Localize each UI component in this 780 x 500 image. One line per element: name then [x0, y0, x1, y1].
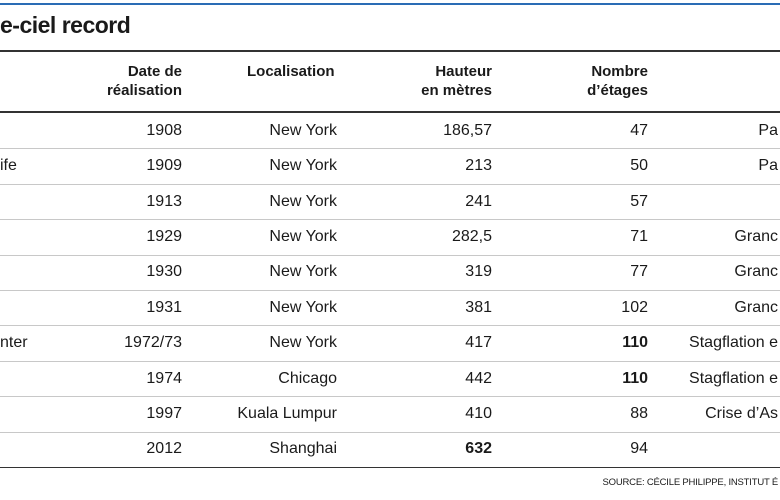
cell-location: New York [269, 334, 337, 352]
cell-height: 417 [465, 334, 492, 352]
cell-location: Shanghai [269, 440, 337, 458]
cell-height: 632 [465, 440, 492, 458]
cell-name: nter [0, 334, 28, 352]
row-rule [0, 290, 780, 291]
cell-date: 2012 [146, 440, 182, 458]
cell-location: New York [269, 192, 337, 210]
row-rule [0, 254, 780, 256]
cell-date: 1931 [146, 298, 182, 316]
cell-location: Kuala Lumpur [237, 404, 337, 422]
cell-context: Granc [734, 263, 778, 281]
cell-floors: 110 [622, 334, 648, 352]
cell-context: Granc [734, 298, 778, 316]
cell-height: 241 [465, 192, 492, 210]
row-rule [0, 431, 780, 433]
cell-name: ife [0, 157, 17, 175]
cell-floors: 102 [621, 298, 648, 316]
cell-floors: 110 [622, 369, 648, 387]
cell-floors: 47 [630, 121, 648, 139]
top-border [0, 3, 780, 5]
cell-location: Chicago [278, 369, 337, 387]
cell-location: New York [269, 298, 337, 316]
cell-location: New York [269, 121, 337, 139]
cell-height: 186,57 [443, 121, 492, 139]
row-rule [0, 396, 780, 398]
cell-context: Granc [734, 227, 778, 245]
cell-location: New York [269, 157, 337, 175]
cell-date: 1930 [146, 263, 182, 281]
cell-context: Stagflation e [689, 334, 778, 352]
row-rule [0, 219, 780, 221]
cell-height: 282,5 [451, 227, 492, 245]
cell-location: New York [269, 227, 337, 245]
cell-context: Stagflation e [689, 369, 778, 387]
cell-height: 319 [465, 263, 492, 281]
row-rule [0, 325, 780, 327]
row-rule [0, 148, 780, 150]
cell-floors: 94 [630, 440, 648, 458]
header-rule [0, 111, 780, 113]
column-header: Nombre d’étages [587, 63, 648, 99]
cell-context: Pa [758, 157, 778, 175]
cell-date: 1913 [146, 192, 182, 210]
source: SOURCE: CÉCILE PHILIPPE, INSTITUT É [602, 477, 779, 488]
cell-date: 1908 [146, 121, 182, 139]
cell-height: 381 [465, 298, 492, 316]
cell-context: Crise d’As [705, 404, 778, 422]
row-rule [0, 183, 780, 185]
cell-date: 1929 [146, 227, 182, 245]
cell-floors: 57 [630, 192, 648, 210]
cell-context: Pa [758, 121, 778, 139]
cell-floors: 88 [630, 404, 648, 422]
cell-date: 1997 [146, 404, 182, 422]
cell-height: 442 [465, 369, 492, 387]
cell-date: 1972/73 [124, 334, 182, 352]
cell-floors: 71 [630, 227, 648, 245]
cell-floors: 77 [630, 263, 648, 281]
bottom-rule [0, 467, 780, 468]
cell-location: New York [269, 263, 337, 281]
title: e-ciel record [0, 12, 131, 38]
cell-floors: 50 [630, 157, 648, 175]
cell-date: 1909 [146, 157, 182, 175]
row-rule [0, 360, 780, 362]
cell-date: 1974 [146, 369, 182, 387]
cell-height: 410 [465, 404, 492, 422]
cell-height: 213 [465, 157, 492, 175]
column-header: Localisation [247, 63, 335, 80]
column-header: Date de réalisation [106, 63, 182, 99]
column-header: Hauteur en mètres [421, 63, 492, 99]
title-rule [0, 50, 780, 52]
